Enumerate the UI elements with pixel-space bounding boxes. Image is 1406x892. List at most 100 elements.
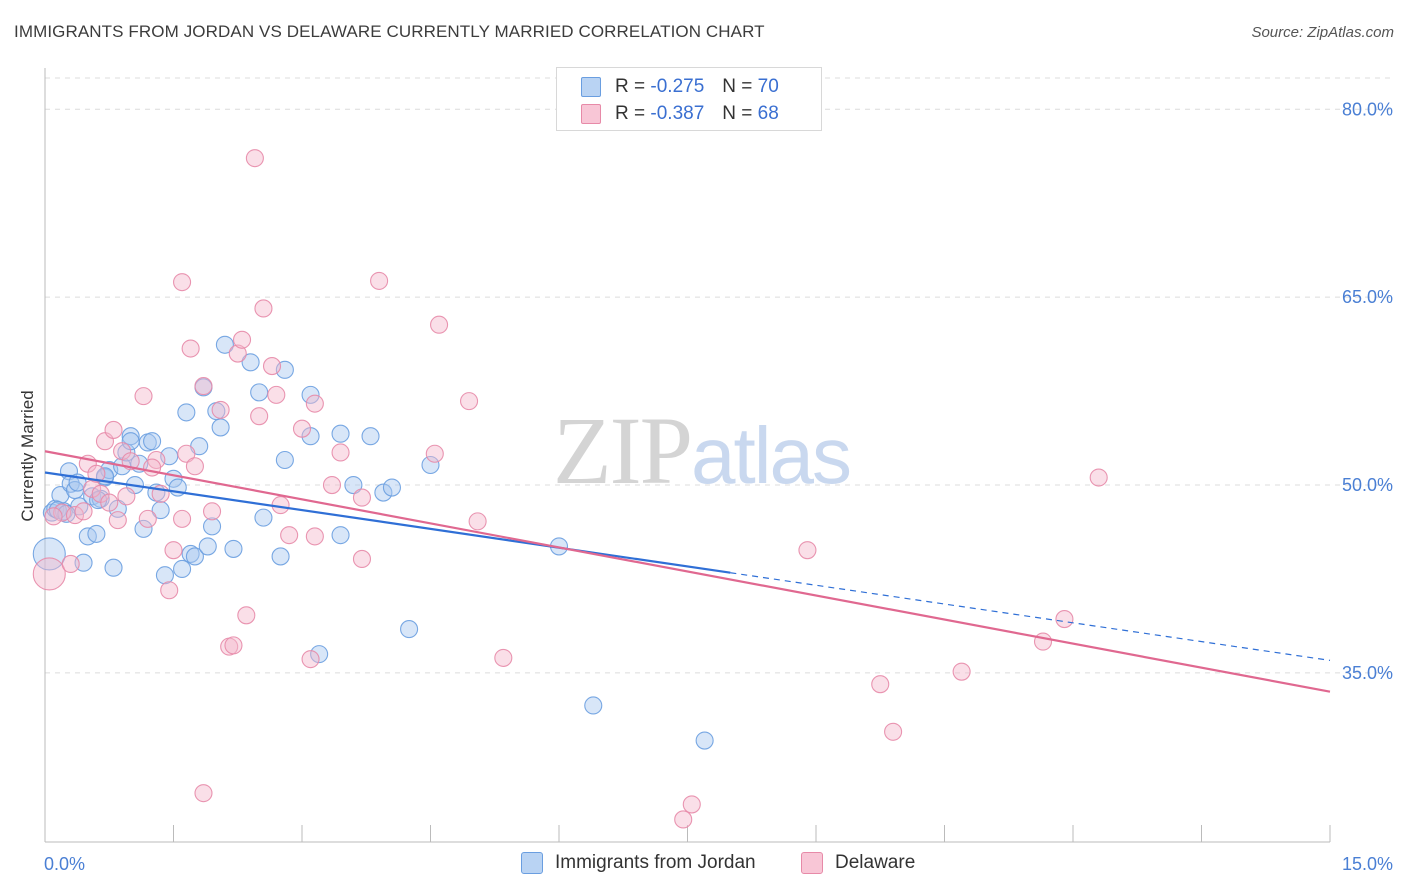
point-delaware (430, 315, 449, 334)
point-delaware (884, 722, 903, 741)
point-jordan (32, 537, 66, 571)
point-delaware (194, 784, 213, 803)
point-jordan (331, 526, 350, 545)
point-jordan (331, 424, 350, 443)
bottom-legend-jordan[interactable]: Immigrants from Jordan (521, 852, 756, 874)
point-delaware (331, 443, 350, 462)
point-jordan (344, 475, 363, 495)
point-delaware (211, 400, 230, 419)
point-delaware (254, 299, 273, 318)
point-jordan (215, 335, 234, 354)
point-delaware (798, 541, 817, 560)
point-delaware (134, 387, 153, 406)
axes (44, 68, 1331, 843)
point-jordan (134, 519, 153, 538)
point-delaware (181, 339, 200, 358)
point-jordan (177, 403, 196, 422)
point-delaware (674, 810, 693, 829)
point-jordan (400, 620, 419, 639)
point-delaware (1055, 610, 1074, 629)
bottom-legend-delaware[interactable]: Delaware (801, 852, 915, 874)
point-delaware (237, 606, 256, 625)
point-jordan (121, 427, 140, 446)
source-label: Source: ZipAtlas.com (1251, 24, 1394, 41)
point-delaware (224, 636, 243, 655)
point-delaware (173, 509, 192, 528)
point-delaware (952, 662, 971, 681)
point-jordan (241, 353, 260, 372)
point-delaware (177, 444, 196, 463)
trend-line-delaware (44, 450, 1331, 693)
point-delaware (87, 464, 106, 483)
point-delaware (100, 493, 119, 512)
point-jordan (198, 537, 217, 556)
point-delaware (305, 527, 324, 546)
point-delaware (459, 392, 479, 411)
point-delaware (305, 394, 324, 413)
grid (45, 77, 1395, 674)
point-delaware (228, 344, 247, 363)
point-jordan (421, 455, 440, 475)
point-delaware (301, 650, 320, 669)
point-delaware (108, 511, 127, 530)
trend-line-jordan (44, 471, 731, 574)
point-delaware (164, 541, 183, 560)
point-delaware (280, 526, 299, 545)
point-delaware (173, 273, 192, 292)
point-jordan (151, 501, 170, 520)
legend-r-label: R = (615, 103, 646, 124)
legend-n-label: N = (722, 103, 753, 124)
point-delaware (468, 512, 487, 531)
point-jordan (374, 483, 393, 502)
point-delaware (185, 457, 204, 476)
legend-swatch-delaware (581, 104, 601, 124)
point-delaware (61, 554, 80, 574)
y-tick-label: 80.0% (1342, 99, 1393, 119)
point-delaware (871, 675, 890, 694)
point-jordan (143, 432, 162, 451)
point-delaware (322, 475, 342, 495)
point-jordan (74, 553, 93, 572)
y-tick-label: 50.0% (1342, 475, 1393, 495)
point-delaware (104, 420, 123, 439)
legend-row-delaware: R = -0.387 N = 68 (581, 102, 779, 126)
point-jordan (301, 385, 320, 404)
point-delaware (65, 506, 85, 525)
bottom-legend-swatch-delaware (801, 852, 823, 874)
point-delaware (425, 444, 444, 463)
point-jordan (275, 450, 294, 470)
bottom-legend-swatch-jordan (521, 852, 543, 874)
y-tick-label: 35.0% (1342, 663, 1393, 683)
point-delaware (32, 557, 66, 591)
point-jordan (310, 645, 329, 664)
point-delaware (44, 507, 63, 526)
point-jordan (254, 508, 273, 527)
bottom-legend-label-delaware: Delaware (835, 852, 916, 873)
point-delaware (370, 271, 389, 290)
x-tick-label: 0.0% (44, 854, 85, 874)
watermark-zip: ZIP (553, 397, 693, 504)
tick-labels: 35.0% 50.0% 65.0% 80.0% 0.0% 15.0% (44, 99, 1393, 874)
point-delaware (682, 795, 701, 814)
point-delaware (117, 487, 136, 506)
point-jordan (361, 427, 380, 446)
chart-title: IMMIGRANTS FROM JORDAN VS DELAWARE CURRE… (14, 22, 765, 41)
y-axis-label: Currently Married (18, 390, 37, 521)
point-jordan (695, 731, 714, 750)
bottom-legend-label-jordan: Immigrants from Jordan (555, 852, 756, 873)
watermark: ZIPatlas (553, 395, 852, 506)
point-delaware (160, 581, 179, 600)
point-delaware (1033, 632, 1053, 651)
point-jordan (203, 517, 222, 536)
point-delaware (232, 330, 252, 349)
point-delaware (352, 549, 372, 568)
point-jordan (224, 539, 243, 558)
point-delaware (245, 149, 264, 168)
legend-r-label: R = (615, 76, 646, 97)
point-jordan (87, 524, 106, 543)
legend-swatch-jordan (581, 77, 601, 97)
point-jordan (211, 418, 230, 437)
y-tick-label: 65.0% (1342, 287, 1393, 307)
point-jordan (155, 566, 174, 585)
